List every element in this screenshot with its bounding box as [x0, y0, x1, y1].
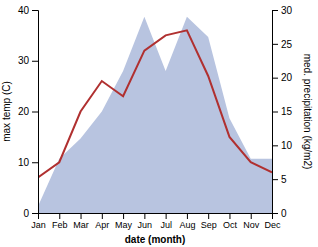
- tick-label: Jan: [31, 220, 46, 230]
- tick-mark: [272, 44, 278, 45]
- tick: Aug: [179, 213, 195, 230]
- tick-label: 10: [18, 157, 30, 168]
- tick-label: Dec: [264, 220, 281, 230]
- tick-label: Apr: [95, 220, 109, 230]
- tick: 30: [272, 5, 293, 16]
- tick: 15: [272, 106, 293, 117]
- tick-mark: [32, 162, 38, 163]
- marks: [38, 17, 272, 213]
- tick-mark: [123, 213, 124, 219]
- tick: 0: [272, 208, 287, 219]
- tick-label: Jun: [138, 220, 153, 230]
- tick: May: [115, 213, 133, 230]
- x-axis: Jan Feb Mar Apr May Jun Jul Aug Sep Oct Nov Dec: [31, 213, 281, 230]
- y-axis-title: max temp (C): [1, 81, 12, 142]
- tick-mark: [144, 213, 145, 219]
- axis-line: [39, 214, 273, 220]
- tick-mark: [272, 213, 278, 214]
- tick-label: Mar: [73, 220, 89, 230]
- axis-line: [32, 11, 39, 214]
- tick-label: May: [115, 220, 133, 230]
- tick-label: 15: [281, 106, 293, 117]
- x-axis-title: date (month): [125, 234, 186, 245]
- tick: 0: [23, 208, 38, 219]
- tick: 20: [272, 72, 293, 83]
- tick-label: Jul: [160, 220, 172, 230]
- tick-label: 20: [281, 72, 293, 83]
- chart: JanFebMarAprMayJunJulAugSepOctNovDec0102…: [0, 0, 318, 247]
- tick: Mar: [73, 213, 89, 230]
- tick-mark: [272, 112, 278, 113]
- tick-label: Nov: [243, 220, 260, 230]
- tick-mark: [187, 213, 188, 219]
- tick-mark: [272, 10, 278, 11]
- tick-label: 0: [281, 208, 287, 219]
- axis-line: [273, 11, 279, 214]
- area: [38, 17, 272, 213]
- tick-label: 10: [281, 140, 293, 151]
- tick: Jun: [138, 213, 153, 230]
- tick: Feb: [52, 213, 68, 230]
- tick-mark: [272, 145, 278, 146]
- y-axis: 0 10 20 30 40: [18, 5, 39, 219]
- tick: 40: [18, 5, 38, 16]
- tick: Dec: [264, 213, 281, 230]
- tick-label: 0: [23, 208, 29, 219]
- y2-axis-title: med. precipitation (kg/m2): [302, 54, 313, 170]
- tick-mark: [59, 213, 60, 219]
- tick: Apr: [95, 213, 109, 230]
- tick-label: 5: [281, 174, 287, 185]
- tick: 25: [272, 39, 293, 50]
- tick: 10: [18, 157, 38, 168]
- tick: 5: [272, 174, 287, 185]
- tick: Jan: [31, 213, 46, 230]
- tick-mark: [208, 213, 209, 219]
- tick: 30: [18, 55, 38, 66]
- tick-label: Sep: [201, 220, 217, 230]
- tick: Oct: [223, 213, 238, 230]
- tick-mark: [272, 179, 278, 180]
- tick-mark: [32, 10, 38, 11]
- tick-mark: [251, 213, 252, 219]
- tick-mark: [102, 213, 103, 219]
- tick: Nov: [243, 213, 260, 230]
- tick: 10: [272, 140, 293, 151]
- line: [38, 30, 272, 177]
- tick-label: 20: [18, 106, 30, 117]
- tick: Sep: [201, 213, 217, 230]
- tick-label: Aug: [179, 220, 195, 230]
- tick-mark: [166, 213, 167, 219]
- tick-label: Feb: [52, 220, 68, 230]
- tick-label: 30: [18, 55, 30, 66]
- tick: 20: [18, 106, 38, 117]
- tick-label: 40: [18, 5, 30, 16]
- plot: JanFebMarAprMayJunJulAugSepOctNovDec0102…: [1, 5, 313, 245]
- tick-mark: [32, 213, 38, 214]
- tick: Jul: [160, 213, 172, 230]
- tick-mark: [81, 213, 82, 219]
- tick-label: Oct: [223, 220, 238, 230]
- tick-mark: [32, 61, 38, 62]
- tick-label: 25: [281, 39, 293, 50]
- tick-mark: [229, 213, 230, 219]
- y2-axis: 0 5 10 15 20 25 30: [272, 5, 293, 219]
- tick-mark: [32, 112, 38, 113]
- tick-mark: [272, 78, 278, 79]
- tick-label: 30: [281, 5, 293, 16]
